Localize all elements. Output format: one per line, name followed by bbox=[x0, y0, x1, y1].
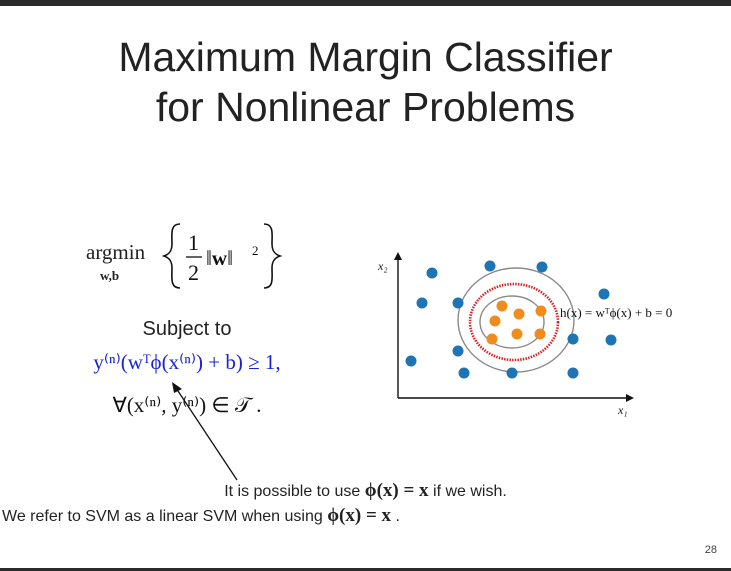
note-line-1: It is possible to use ϕ(x) = x if we wis… bbox=[0, 480, 731, 502]
y-axis-arrow bbox=[394, 252, 402, 260]
point-b bbox=[489, 315, 501, 327]
argmin-subscript: w,b bbox=[100, 268, 120, 283]
point-a bbox=[506, 367, 518, 379]
bottom-rule bbox=[0, 568, 731, 571]
fraction-denominator: 2 bbox=[188, 260, 199, 285]
note-line-2: We refer to SVM as a linear SVM when usi… bbox=[0, 505, 731, 527]
objective-expression: 1 2 ‖w‖ 2 bbox=[161, 223, 283, 289]
note-line-2-math: ϕ(x) = x bbox=[327, 505, 392, 526]
left-brace bbox=[161, 223, 181, 289]
point-a bbox=[484, 260, 496, 272]
svm-nonlinear-plot: x₂ x₁ h(x) = wᵀϕ(x) + b = 0 bbox=[377, 252, 672, 417]
point-a bbox=[567, 333, 579, 345]
note-line-2-prefix: We refer to SVM as a linear SVM when usi… bbox=[2, 508, 323, 525]
x-axis-arrow bbox=[626, 394, 634, 402]
point-a bbox=[405, 355, 417, 367]
point-b bbox=[511, 328, 523, 340]
argmin-operator: argmin bbox=[86, 240, 146, 264]
class-b-points bbox=[486, 300, 547, 345]
title-line-1: Maximum Margin Classifier bbox=[118, 34, 613, 80]
point-a bbox=[426, 267, 438, 279]
objective-formula: argmin w,b 1 2 ‖w‖ 2 bbox=[86, 210, 306, 300]
x-axis-label: x₁ bbox=[617, 403, 628, 417]
point-a bbox=[452, 297, 464, 309]
point-a bbox=[452, 345, 464, 357]
fraction-numerator: 1 bbox=[188, 230, 199, 255]
slide-title: Maximum Margin Classifier for Nonlinear … bbox=[0, 32, 731, 132]
point-b bbox=[513, 308, 525, 320]
norm-w: ‖w‖ bbox=[206, 246, 233, 270]
point-b bbox=[486, 333, 498, 345]
inner-margin bbox=[479, 295, 545, 349]
point-a bbox=[567, 367, 579, 379]
note-line-1-prefix: It is possible to use bbox=[224, 483, 361, 500]
decision-boundary bbox=[468, 282, 560, 362]
arrow-shaft bbox=[175, 387, 238, 481]
point-b bbox=[534, 328, 546, 340]
note-line-1-suffix: if we wish. bbox=[433, 483, 507, 500]
margin-constraint: y⁽ⁿ⁾(wᵀϕ(x⁽ⁿ⁾) + b) ≥ 1, bbox=[93, 350, 281, 374]
boundary-label: h(x) = wᵀϕ(x) + b = 0 bbox=[560, 305, 672, 320]
square-exponent: 2 bbox=[252, 243, 259, 258]
class-a-points bbox=[405, 260, 617, 379]
point-a bbox=[416, 297, 428, 309]
y-axis-label: x₂ bbox=[377, 259, 388, 273]
point-b bbox=[535, 305, 547, 317]
point-a bbox=[458, 367, 470, 379]
point-a bbox=[598, 288, 610, 300]
right-brace bbox=[263, 223, 283, 289]
point-a bbox=[536, 261, 548, 273]
arrow-head bbox=[172, 382, 182, 393]
point-a bbox=[605, 334, 617, 346]
note-line-1-math: ϕ(x) = x bbox=[364, 480, 429, 501]
subject-to-label: Subject to bbox=[142, 318, 232, 340]
title-line-2: for Nonlinear Problems bbox=[155, 84, 576, 130]
point-b bbox=[496, 300, 508, 312]
top-rule bbox=[0, 0, 731, 6]
page-number: 28 bbox=[704, 544, 717, 556]
note-line-2-suffix: . bbox=[395, 508, 400, 525]
